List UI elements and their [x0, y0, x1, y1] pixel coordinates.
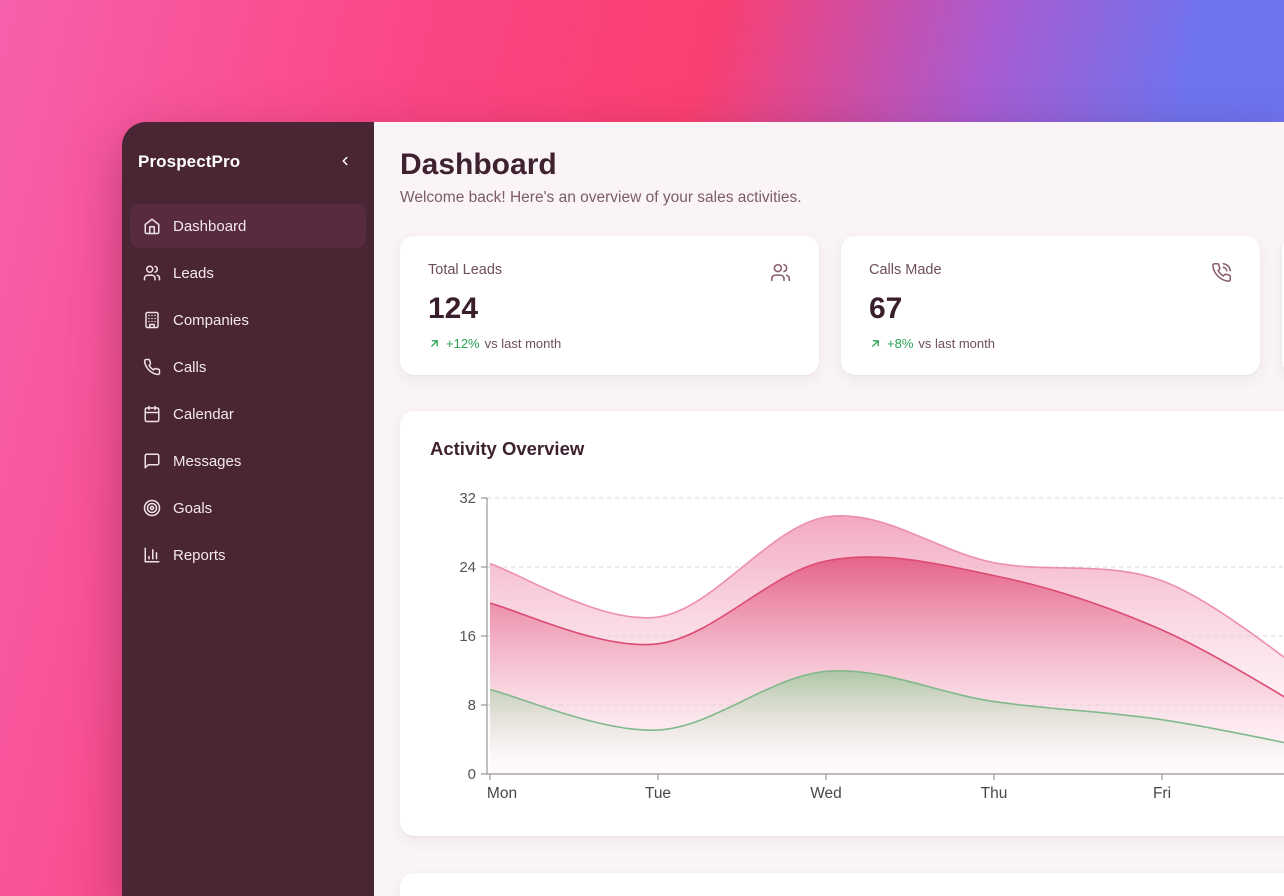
stat-trend: +8% vs last month — [869, 336, 1232, 351]
sidebar-item-reports[interactable]: Reports — [130, 533, 366, 577]
trend-percent: +12% — [446, 336, 480, 351]
sidebar-item-label: Calls — [173, 358, 207, 376]
x-tick-label: Tue — [645, 785, 671, 802]
chart-svg: 0 8 16 24 32 Mon Tue Wed Thu Fri — [459, 490, 1284, 802]
stat-value: 124 — [428, 292, 479, 325]
building-icon — [143, 311, 161, 329]
line-rose-band — [489, 556, 1284, 698]
x-tick-label: Wed — [810, 785, 842, 802]
sidebar-header: ProspectPro — [130, 144, 366, 180]
phone-call-icon — [1211, 262, 1232, 288]
y-tick-label: 32 — [459, 490, 476, 507]
stat-label: Total Leads — [428, 262, 503, 278]
trend-up-arrow-icon — [869, 337, 882, 350]
sidebar-item-calendar[interactable]: Calendar — [130, 392, 366, 436]
brand-logo-text: ProspectPro — [138, 152, 241, 171]
y-tick-label: 24 — [459, 559, 476, 576]
sidebar-nav: Dashboard Leads Companies — [130, 204, 366, 577]
users-icon — [770, 262, 791, 288]
activity-area-chart: 0 8 16 24 32 Mon Tue Wed Thu Fri — [430, 486, 1284, 821]
line-green-band — [489, 670, 1284, 744]
line-light-pink-band — [489, 515, 1284, 659]
app-window: ProspectPro Dashboard — [122, 122, 1284, 896]
message-icon — [143, 452, 161, 470]
sidebar-item-label: Messages — [173, 452, 242, 470]
y-tick-label: 8 — [468, 697, 476, 714]
main-content: Dashboard Welcome back! Here's an overvi… — [374, 122, 1284, 896]
x-tick-label: Thu — [981, 785, 1008, 802]
sidebar-item-leads[interactable]: Leads — [130, 251, 366, 295]
trend-suffix: vs last month — [918, 336, 995, 351]
x-tick-label: Fri — [1153, 785, 1171, 802]
home-icon — [143, 217, 161, 235]
sidebar-item-label: Dashboard — [173, 217, 247, 235]
target-icon — [143, 499, 161, 517]
calendar-icon — [143, 405, 161, 423]
stat-card-calls-made: Calls Made 67 +8% vs last month — [841, 236, 1260, 375]
stat-label: Calls Made — [869, 262, 942, 278]
next-section-card-clipped — [400, 873, 1284, 896]
sidebar: ProspectPro Dashboard — [122, 122, 374, 896]
chevron-left-icon — [338, 154, 352, 171]
y-tick-label: 0 — [468, 766, 476, 783]
x-tick-label: Mon — [487, 785, 517, 802]
sidebar-item-label: Reports — [173, 546, 226, 564]
trend-up-arrow-icon — [428, 337, 441, 350]
stat-value: 67 — [869, 292, 903, 325]
sidebar-collapse-button[interactable] — [334, 151, 356, 173]
sidebar-item-goals[interactable]: Goals — [130, 486, 366, 530]
trend-percent: +8% — [887, 336, 914, 351]
sidebar-item-label: Calendar — [173, 405, 234, 423]
stats-row: Total Leads 124 +12% vs last month — [400, 236, 1284, 375]
sidebar-item-messages[interactable]: Messages — [130, 439, 366, 483]
page-subtitle: Welcome back! Here's an overview of your… — [400, 189, 802, 206]
users-icon — [143, 264, 161, 282]
activity-overview-card: Activity Overview 0 8 16 24 32 Mon Tue Wed Thu Fr… — [400, 411, 1284, 836]
stat-card-clipped — [1282, 236, 1284, 375]
sidebar-item-calls[interactable]: Calls — [130, 345, 366, 389]
sidebar-item-companies[interactable]: Companies — [130, 298, 366, 342]
sidebar-item-label: Goals — [173, 499, 213, 517]
stat-card-total-leads: Total Leads 124 +12% vs last month — [400, 236, 819, 375]
bar-chart-icon — [143, 546, 161, 564]
stat-trend: +12% vs last month — [428, 336, 791, 351]
y-tick-label: 16 — [459, 628, 476, 645]
sidebar-item-label: Leads — [173, 264, 214, 282]
sidebar-item-label: Companies — [173, 311, 249, 329]
page-title: Dashboard — [400, 148, 557, 181]
area-green-band — [490, 670, 1284, 774]
sidebar-item-dashboard[interactable]: Dashboard — [130, 204, 366, 248]
phone-icon — [143, 358, 161, 376]
trend-suffix: vs last month — [484, 336, 562, 351]
chart-title: Activity Overview — [430, 438, 585, 459]
